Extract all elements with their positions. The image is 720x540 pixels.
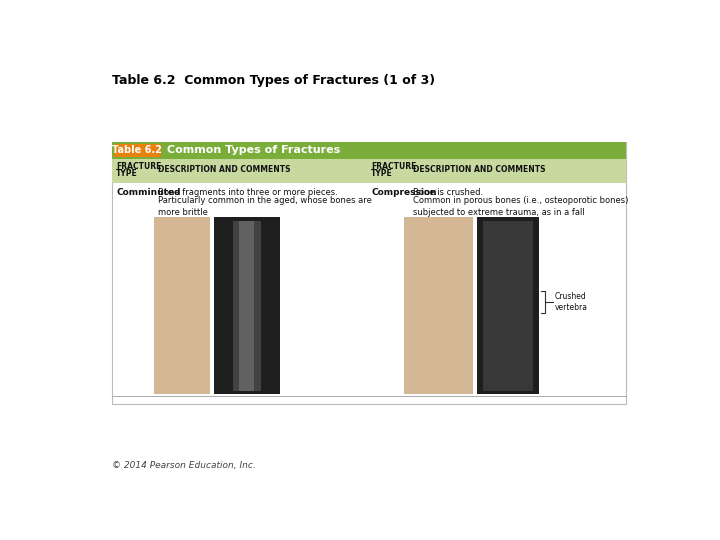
Bar xyxy=(233,221,261,390)
Text: Comminuted: Comminuted xyxy=(117,188,181,197)
Bar xyxy=(483,221,533,390)
Bar xyxy=(154,217,210,394)
Bar xyxy=(112,159,626,184)
Text: Compression: Compression xyxy=(371,188,437,197)
Bar xyxy=(239,221,254,390)
Text: Table 6.2  Common Types of Fractures (1 of 3): Table 6.2 Common Types of Fractures (1 o… xyxy=(112,74,435,87)
Text: Particularly common in the aged, whose bones are
more brittle: Particularly common in the aged, whose b… xyxy=(158,197,372,217)
Text: FRACTURE: FRACTURE xyxy=(371,162,416,171)
Bar xyxy=(404,217,473,394)
Text: DESCRIPTION AND COMMENTS: DESCRIPTION AND COMMENTS xyxy=(158,165,291,174)
Text: Crushed
vertebra: Crushed vertebra xyxy=(554,292,588,312)
Text: Bone is crushed.: Bone is crushed. xyxy=(413,188,483,197)
Bar xyxy=(477,217,539,394)
Bar xyxy=(112,142,626,403)
Bar xyxy=(214,217,280,394)
Text: © 2014 Pearson Education, Inc.: © 2014 Pearson Education, Inc. xyxy=(112,461,256,470)
Text: Common in porous bones (i.e., osteoporotic bones)
subjected to extreme trauma, a: Common in porous bones (i.e., osteoporot… xyxy=(413,197,629,217)
Text: TYPE: TYPE xyxy=(371,168,393,178)
Text: DESCRIPTION AND COMMENTS: DESCRIPTION AND COMMENTS xyxy=(413,165,546,174)
Text: Table 6.2: Table 6.2 xyxy=(112,145,162,156)
Text: FRACTURE: FRACTURE xyxy=(117,162,162,171)
Text: Bone fragments into three or more pieces.: Bone fragments into three or more pieces… xyxy=(158,188,338,197)
Bar xyxy=(114,144,161,157)
Bar xyxy=(112,142,626,159)
Text: TYPE: TYPE xyxy=(117,168,138,178)
Text: Common Types of Fractures: Common Types of Fractures xyxy=(167,145,340,156)
